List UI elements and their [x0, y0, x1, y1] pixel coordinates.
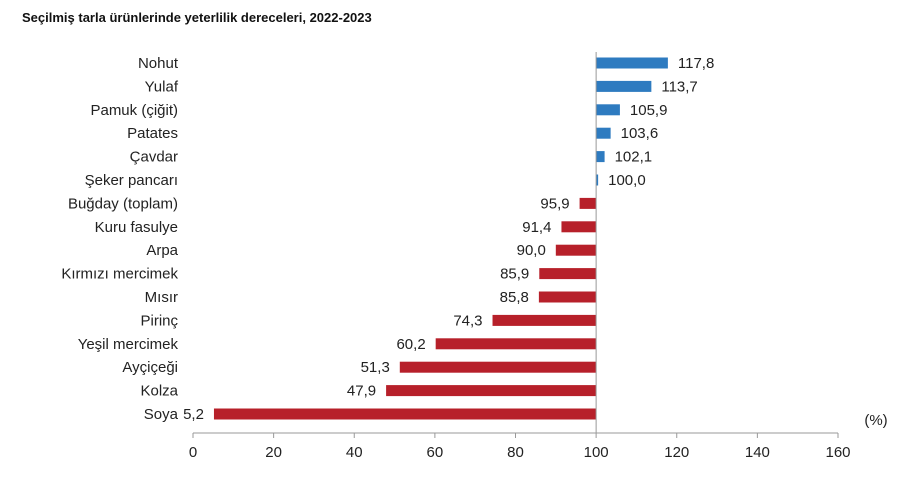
x-tick-label: 100	[584, 444, 609, 461]
value-label: 105,9	[630, 102, 668, 119]
bar-row-12	[435, 338, 597, 350]
value-label: 100,0	[608, 172, 646, 189]
category-label: Yeşil mercimek	[78, 336, 179, 353]
unit-label: (%)	[864, 412, 887, 429]
category-label: Kırmızı mercimek	[61, 266, 178, 283]
category-label: Pamuk (çiğit)	[90, 102, 178, 119]
bar-row-6	[579, 197, 597, 209]
x-tick-label: 20	[265, 444, 282, 461]
x-tick-label: 0	[189, 444, 197, 461]
x-tick-label: 140	[745, 444, 770, 461]
x-tick-label: 160	[825, 444, 850, 461]
category-label: Arpa	[146, 242, 178, 259]
value-label: 85,8	[500, 289, 529, 306]
value-label: 74,3	[453, 312, 482, 329]
bar-row-8	[555, 244, 597, 256]
bar-row-10	[538, 291, 597, 303]
bar-row-11	[492, 314, 597, 326]
chart-title: Seçilmiş tarla ürünlerinde yeterlilik de…	[22, 10, 372, 25]
x-tick-label: 80	[507, 444, 524, 461]
category-label: Buğday (toplam)	[68, 195, 178, 212]
bar-row-1	[596, 80, 652, 92]
category-label: Pirinç	[140, 312, 178, 329]
value-label: 51,3	[361, 359, 390, 376]
category-label: Patates	[127, 125, 178, 142]
category-label: Şeker pancarı	[85, 172, 178, 189]
value-label: 91,4	[522, 219, 551, 236]
category-label: Ayçiçeği	[122, 359, 178, 376]
value-label: 95,9	[540, 195, 569, 212]
bar-row-9	[539, 268, 597, 280]
bar-row-3	[596, 127, 611, 139]
category-label: Çavdar	[130, 149, 178, 166]
bars-layer: Nohut 117,8 Yulaf 113,7 Pamuk (çiğit) 105,9 Pa…	[61, 55, 714, 423]
bar-row-2	[596, 104, 620, 116]
category-label: Kuru fasulye	[95, 219, 178, 236]
category-label: Soya	[144, 406, 179, 423]
x-tick-label: 40	[346, 444, 363, 461]
value-label: 102,1	[615, 149, 653, 166]
bar-row-7	[561, 221, 597, 233]
bar-row-4	[596, 151, 605, 163]
category-label: Mısır	[145, 289, 178, 306]
value-label: 5,2	[183, 406, 204, 423]
x-tick-label: 60	[427, 444, 444, 461]
value-label: 47,9	[347, 383, 376, 400]
bar-row-15	[213, 408, 597, 420]
value-label: 85,9	[500, 266, 529, 283]
x-tick-label: 120	[664, 444, 689, 461]
value-label: 60,2	[396, 336, 425, 353]
category-label: Yulaf	[145, 78, 179, 95]
x-axis: 0 20 40 60 80 100 120 140 160 (%)	[189, 52, 888, 461]
value-label: 113,7	[661, 78, 697, 95]
category-label: Nohut	[138, 55, 179, 72]
value-label: 117,8	[678, 55, 714, 72]
value-label: 103,6	[621, 125, 659, 142]
bar-row-5	[596, 174, 599, 186]
bar-row-14	[386, 385, 597, 397]
bar-row-0	[596, 57, 668, 69]
value-label: 90,0	[517, 242, 546, 259]
bar-row-13	[399, 361, 597, 373]
category-label: Kolza	[140, 383, 178, 400]
